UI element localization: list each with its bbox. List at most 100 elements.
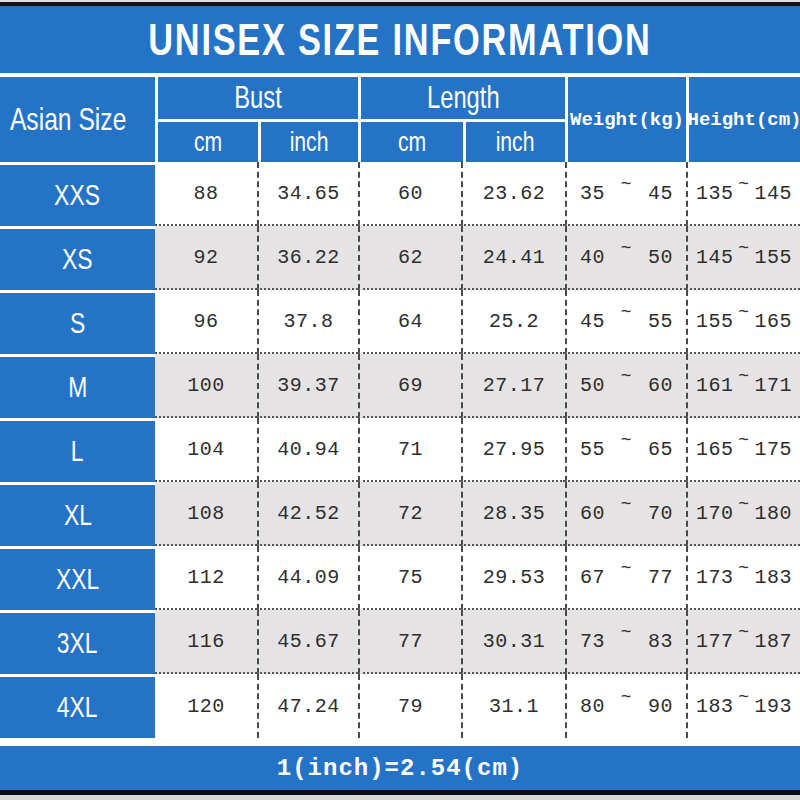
height-min: 177 — [696, 630, 734, 653]
conversion-note: 1(inch)=2.54(cm) — [277, 755, 523, 782]
length-inch-value: 29.53 — [461, 546, 565, 610]
tilde-glyph: ~ — [738, 366, 749, 386]
tilde-glyph: ~ — [738, 558, 749, 578]
size-label: 3XL — [57, 626, 98, 662]
height-min: 165 — [696, 438, 734, 461]
bottom-edge-strip — [0, 795, 800, 800]
weight-range-cell: 67 ~ 77 — [565, 546, 686, 610]
tilde-glyph: ~ — [621, 366, 632, 386]
bust-inch-value: 44.09 — [257, 546, 358, 610]
size-label: XXS — [55, 178, 101, 214]
header-bust-cm: cm — [158, 122, 258, 162]
table-row: XXL 112 44.09 75 29.53 67 ~ 77 173 ~ 183 — [0, 546, 800, 610]
bust-cm-value: 88 — [155, 162, 257, 226]
length-inch-value: 27.95 — [461, 418, 565, 482]
tilde-glyph: ~ — [621, 494, 632, 514]
length-inch-value: 30.31 — [461, 610, 565, 674]
bust-inch-value: 42.52 — [257, 482, 358, 546]
size-label-cell: L — [0, 418, 155, 482]
height-range-cell: 173 ~ 183 — [686, 546, 800, 610]
title-band: UNISEX SIZE INFORMATION — [0, 6, 800, 73]
bust-inch-value: 39.37 — [257, 354, 358, 418]
length-cm-value: 75 — [358, 546, 461, 610]
table-header: Asian Size Bust cm inch Length cm — [0, 77, 800, 162]
tilde-glyph: ~ — [738, 174, 749, 194]
header-asian-size: Asian Size — [0, 77, 155, 162]
body-footer-divider — [0, 738, 800, 746]
height-max: 145 — [754, 182, 792, 205]
weight-range-cell: 35 ~ 45 — [565, 162, 686, 226]
bust-inch-value: 37.8 — [257, 290, 358, 354]
tilde-glyph: ~ — [621, 558, 632, 578]
table-row: 3XL 116 45.67 77 30.31 73 ~ 83 177 ~ 187 — [0, 610, 800, 674]
weight-min: 73 — [580, 630, 605, 653]
tilde-glyph: ~ — [621, 622, 632, 642]
tilde-glyph: ~ — [621, 174, 632, 194]
length-cm-value: 71 — [358, 418, 461, 482]
header-bust: Bust — [158, 77, 358, 122]
height-max: 175 — [754, 438, 792, 461]
size-label-cell: M — [0, 354, 155, 418]
table-row: M 100 39.37 69 27.17 50 ~ 60 161 ~ 171 — [0, 354, 800, 418]
size-label-cell: XS — [0, 226, 155, 290]
header-bust-group: Bust cm inch — [155, 77, 358, 162]
tilde-glyph: ~ — [738, 238, 749, 258]
tilde-glyph: ~ — [621, 302, 632, 322]
bust-cm-value: 116 — [155, 610, 257, 674]
size-label: XXL — [56, 562, 99, 598]
weight-max: 70 — [648, 502, 673, 525]
height-max: 193 — [754, 695, 792, 718]
header-bust-inch: inch — [258, 122, 358, 162]
size-label-cell: XXL — [0, 546, 155, 610]
length-inch-value: 28.35 — [461, 482, 565, 546]
weight-max: 60 — [648, 374, 673, 397]
size-label: XL — [64, 498, 92, 534]
bust-cm-value: 96 — [155, 290, 257, 354]
length-inch-value: 23.62 — [461, 162, 565, 226]
header-length-cm: cm — [361, 122, 463, 162]
header-height: Height(cm) — [686, 77, 800, 162]
bust-cm-value: 92 — [155, 226, 257, 290]
height-range-cell: 177 ~ 187 — [686, 610, 800, 674]
tilde-glyph: ~ — [738, 494, 749, 514]
size-label-cell: S — [0, 290, 155, 354]
weight-min: 55 — [580, 438, 605, 461]
bust-cm-value: 104 — [155, 418, 257, 482]
length-cm-value: 77 — [358, 610, 461, 674]
height-max: 155 — [754, 246, 792, 269]
size-label: XS — [62, 242, 93, 278]
length-cm-value: 69 — [358, 354, 461, 418]
size-label: S — [70, 306, 85, 342]
header-length: Length — [361, 77, 565, 122]
length-cm-value: 60 — [358, 162, 461, 226]
bust-cm-value: 120 — [155, 674, 257, 738]
length-cm-value: 72 — [358, 482, 461, 546]
height-min: 135 — [696, 182, 734, 205]
height-max: 183 — [754, 566, 792, 589]
length-inch-value: 27.17 — [461, 354, 565, 418]
weight-max: 50 — [648, 246, 673, 269]
tilde-glyph: ~ — [738, 687, 749, 707]
height-range-cell: 135 ~ 145 — [686, 162, 800, 226]
weight-max: 55 — [648, 310, 673, 333]
tilde-glyph: ~ — [738, 302, 749, 322]
table-body: XXS 88 34.65 60 23.62 35 ~ 45 135 ~ 145 … — [0, 162, 800, 738]
bust-inch-value: 47.24 — [257, 674, 358, 738]
weight-range-cell: 40 ~ 50 — [565, 226, 686, 290]
tilde-glyph: ~ — [621, 430, 632, 450]
length-cm-value: 79 — [358, 674, 461, 738]
weight-min: 80 — [580, 695, 605, 718]
height-range-cell: 165 ~ 175 — [686, 418, 800, 482]
size-label: 4XL — [57, 690, 98, 726]
header-bust-units: cm inch — [158, 122, 358, 162]
table-row: XS 92 36.22 62 24.41 40 ~ 50 145 ~ 155 — [0, 226, 800, 290]
tilde-glyph: ~ — [738, 430, 749, 450]
size-label-cell: 4XL — [0, 674, 155, 738]
tilde-glyph: ~ — [738, 622, 749, 642]
header-length-units: cm inch — [361, 122, 565, 162]
size-label: L — [71, 434, 84, 470]
height-min: 183 — [696, 695, 734, 718]
weight-range-cell: 80 ~ 90 — [565, 674, 686, 738]
height-range-cell: 145 ~ 155 — [686, 226, 800, 290]
weight-max: 45 — [648, 182, 673, 205]
